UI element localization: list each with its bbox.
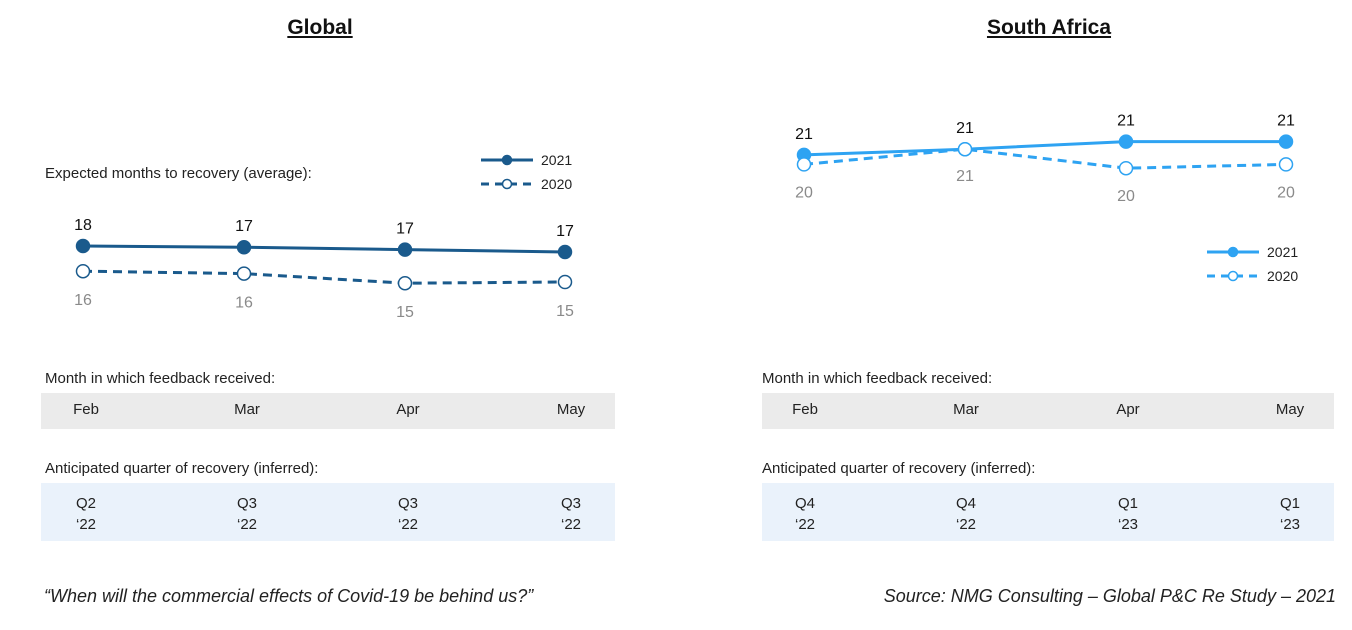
sa-quarter-label: Anticipated quarter of recovery (inferre…: [762, 460, 1036, 477]
sa-quarter-cell: Q4 ‘22: [955, 495, 977, 533]
sa-month-cell: Apr: [1116, 401, 1140, 418]
global-panel: Global Expected months to recovery (aver…: [0, 0, 640, 560]
global-month-label: Month in which feedback received:: [45, 370, 276, 387]
legend-label-2021: 2021: [1267, 244, 1298, 260]
data-label-2020: 20: [795, 184, 813, 201]
data-point-2020: [957, 141, 973, 157]
sa-month-cell: Mar: [953, 401, 979, 418]
data-label-2020: 15: [396, 304, 414, 321]
data-label-2020: 21: [956, 168, 974, 185]
series-line-2020: [803, 147, 1287, 170]
sa-quarter-band: Q4 ‘22 Q4 ‘22 Q1 ‘23 Q1 ‘23: [762, 483, 1334, 541]
sa-panel: South Africa 21 21 21 21 20 21 20 20 2021 2020 Mo…: [718, 0, 1352, 560]
data-point-2020: [1278, 157, 1294, 172]
data-point-2020: [557, 274, 573, 290]
data-point-2020: [397, 275, 413, 291]
global-month-band: Feb Mar Apr May: [41, 393, 615, 429]
data-point-2021: [1118, 134, 1134, 149]
global-quarter-band: Q2 ‘22 Q3 ‘22 Q3 ‘22 Q3 ‘22: [41, 483, 615, 541]
data-label-2021: 18: [74, 217, 92, 234]
global-quarter-cell: Q2 ‘22: [75, 495, 97, 533]
sa-month-label: Month in which feedback received:: [762, 370, 993, 387]
data-point-2021: [1278, 134, 1294, 149]
global-quarter-cell: Q3 ‘22: [397, 495, 419, 533]
data-label-2021: 21: [795, 126, 813, 143]
global-quarter-label: Anticipated quarter of recovery (inferre…: [45, 460, 319, 477]
global-quarter-cell: Q3 ‘22: [236, 495, 258, 533]
global-month-cell: Mar: [234, 401, 260, 418]
global-quarter-cell: Q3 ‘22: [560, 495, 582, 533]
footer-quote: “When will the commercial effects of Cov…: [44, 586, 534, 606]
sa-quarter-cell: Q1 ‘23: [1279, 495, 1301, 533]
legend-label-2021: 2021: [541, 152, 572, 168]
legend-marker-2020: [501, 178, 513, 190]
data-label-2021: 17: [556, 223, 574, 240]
series-line-2021: [82, 244, 566, 254]
data-point-2021: [75, 238, 91, 254]
data-label-2020: 16: [235, 295, 253, 312]
sa-month-cell: May: [1275, 401, 1305, 418]
data-point-2020: [75, 263, 91, 279]
global-month-cell: Apr: [396, 401, 420, 418]
global-line-chart: 18 17 17 17 16 16 15 15 2021 2020: [74, 152, 574, 321]
data-label-2021: 21: [956, 120, 974, 137]
data-point-2021: [236, 239, 252, 255]
data-label-2021: 17: [235, 218, 253, 235]
data-point-2021: [397, 242, 413, 257]
sa-quarter-cell: Q4 ‘22: [794, 495, 816, 533]
data-point-2021: [557, 244, 573, 260]
legend-label-2020: 2020: [1267, 268, 1298, 284]
footer-source: Source: NMG Consulting – Global P&C Re S…: [883, 586, 1336, 606]
data-label-2020: 16: [74, 292, 92, 309]
global-month-cell: Feb: [73, 401, 99, 418]
legend-marker-2021: [501, 154, 513, 166]
data-label-2021: 17: [396, 221, 414, 238]
data-label-2021: 21: [1277, 113, 1295, 130]
sa-title: South Africa: [986, 16, 1112, 39]
series-line-2020: [82, 269, 566, 285]
global-month-cell: May: [556, 401, 586, 418]
data-label-2020: 20: [1117, 188, 1135, 205]
data-label-2021: 21: [1117, 113, 1135, 130]
data-point-2020: [236, 266, 252, 281]
data-point-2020: [1118, 160, 1134, 176]
legend-label-2020: 2020: [541, 176, 572, 192]
sa-month-cell: Feb: [792, 401, 818, 418]
legend-marker-2020: [1227, 270, 1239, 282]
data-label-2020: 15: [556, 303, 574, 320]
legend-marker-2021: [1227, 246, 1239, 258]
global-chart-label: Expected months to recovery (average):: [45, 165, 312, 182]
series-line-2021: [803, 140, 1286, 157]
sa-month-band: Feb Mar Apr May: [762, 393, 1334, 429]
data-label-2020: 20: [1277, 184, 1295, 201]
global-title: Global: [287, 16, 353, 39]
sa-quarter-cell: Q1 ‘23: [1117, 495, 1139, 533]
data-point-2020: [796, 157, 812, 172]
